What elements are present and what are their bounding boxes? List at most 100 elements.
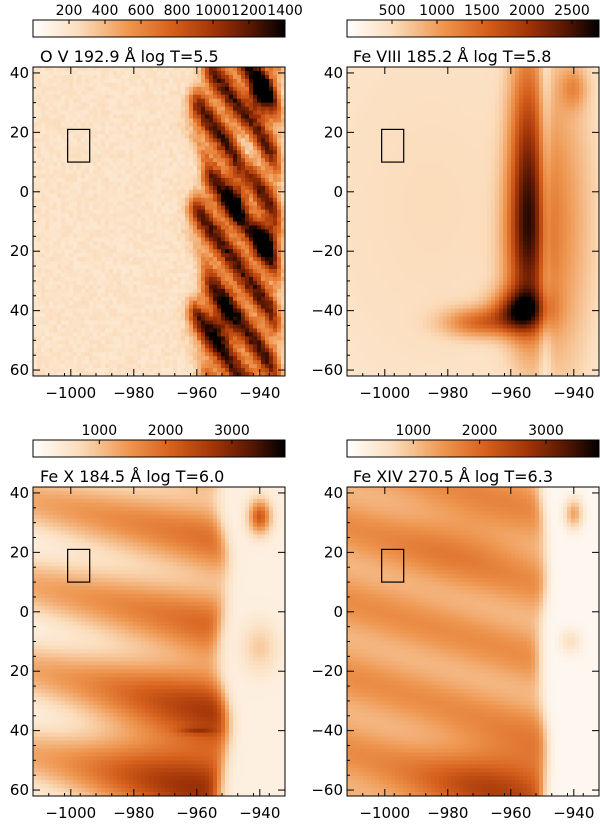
heatmap-cell [209, 90, 214, 96]
heatmap-cell [113, 126, 118, 131]
heatmap-cell [257, 185, 262, 191]
heatmap-cell [233, 86, 238, 92]
heatmap-cell [181, 221, 186, 226]
heatmap-cell [253, 324, 258, 329]
heatmap-cell [105, 312, 110, 317]
heatmap-cell [113, 344, 118, 349]
heatmap-cell [57, 94, 62, 100]
heatmap-cell [37, 292, 42, 298]
heatmap-cell [253, 173, 258, 179]
heatmap-cell [269, 177, 274, 183]
heatmap-cell [253, 296, 258, 302]
heatmap-cell [205, 324, 210, 329]
heatmap-cell [189, 324, 194, 329]
heatmap-cell [261, 273, 266, 278]
heatmap-cell [113, 372, 118, 377]
heatmap-cell [93, 312, 98, 317]
heatmap-cell [85, 106, 90, 111]
heatmap-cell [237, 356, 242, 361]
heatmap-cell [229, 209, 234, 214]
heatmap-cell [241, 241, 246, 246]
heatmap-cell [89, 158, 94, 163]
heatmap-cell [257, 276, 262, 282]
heatmap-cell [109, 348, 114, 353]
heatmap-cell [157, 193, 162, 199]
heatmap-cell [173, 348, 178, 353]
heatmap-cell [181, 98, 186, 104]
heatmap-cell [277, 181, 282, 187]
heatmap-cell [153, 288, 158, 294]
heatmap-cell [217, 130, 222, 135]
heatmap-cell [85, 173, 90, 179]
heatmap-cell [161, 102, 166, 108]
heatmap-cell [45, 170, 50, 175]
heatmap-cell [117, 98, 122, 104]
heatmap-cell [109, 300, 114, 306]
heatmap-cell [89, 138, 94, 143]
heatmap-cell [209, 126, 214, 131]
heatmap-cell [93, 173, 98, 179]
heatmap-cell [49, 229, 54, 234]
heatmap-cell [249, 344, 254, 349]
heatmap-cell [249, 364, 254, 369]
heatmap-cell [153, 269, 158, 274]
heatmap-cell [181, 138, 186, 143]
heatmap-cell [217, 213, 222, 218]
heatmap-cell [157, 273, 162, 278]
heatmap-cell [173, 316, 178, 321]
heatmap-cell [33, 86, 38, 92]
heatmap-cell [153, 229, 158, 234]
heatmap-cell [249, 82, 254, 88]
heatmap-cell [157, 205, 162, 211]
heatmap-cell [77, 340, 82, 345]
heatmap-cell [253, 122, 258, 127]
heatmap-cell [181, 320, 186, 325]
heatmap-cell [261, 134, 266, 139]
heatmap-cell [41, 265, 46, 270]
heatmap-cell [105, 336, 110, 341]
heatmap-cell [245, 142, 250, 147]
heatmap-cell [229, 134, 234, 139]
heatmap-cell [201, 261, 206, 266]
heatmap-cell [125, 237, 130, 242]
heatmap-cell [197, 150, 202, 155]
heatmap-cell [61, 106, 66, 111]
heatmap-cell [229, 142, 234, 147]
heatmap-cell [125, 170, 130, 175]
heatmap-cell [85, 74, 90, 80]
heatmap-cell [101, 360, 106, 365]
heatmap-cell [101, 94, 106, 100]
heatmap-cell [249, 304, 254, 310]
heatmap-cell [57, 150, 62, 155]
heatmap-cell [249, 273, 254, 278]
heatmap-cell [225, 94, 230, 100]
heatmap-cell [77, 253, 82, 258]
heatmap-cell [61, 296, 66, 302]
heatmap-cell [201, 78, 206, 84]
heatmap-cell [149, 154, 154, 159]
heatmap-cell [185, 324, 190, 329]
heatmap-cell [69, 233, 74, 238]
heatmap-cell [189, 253, 194, 258]
heatmap-cell [137, 249, 142, 254]
heatmap-cell [201, 193, 206, 199]
heatmap-cell [85, 170, 90, 175]
heatmap-cell [73, 273, 78, 278]
heatmap-cell [173, 170, 178, 175]
heatmap-cell [245, 352, 250, 357]
heatmap-cell [257, 312, 262, 317]
heatmap-cell [181, 166, 186, 171]
heatmap-cell [233, 364, 238, 369]
heatmap-cell [165, 356, 170, 361]
heatmap-cell [41, 173, 46, 179]
heatmap-cell [265, 221, 270, 226]
heatmap-cell [241, 368, 246, 373]
heatmap-cell [117, 320, 122, 325]
heatmap-cell [185, 82, 190, 88]
heatmap-cell [41, 253, 46, 258]
heatmap-cell [237, 352, 242, 357]
heatmap-cell [229, 181, 234, 187]
heatmap-cell [113, 288, 118, 294]
heatmap-cell [77, 209, 82, 214]
heatmap-cell [185, 110, 190, 115]
